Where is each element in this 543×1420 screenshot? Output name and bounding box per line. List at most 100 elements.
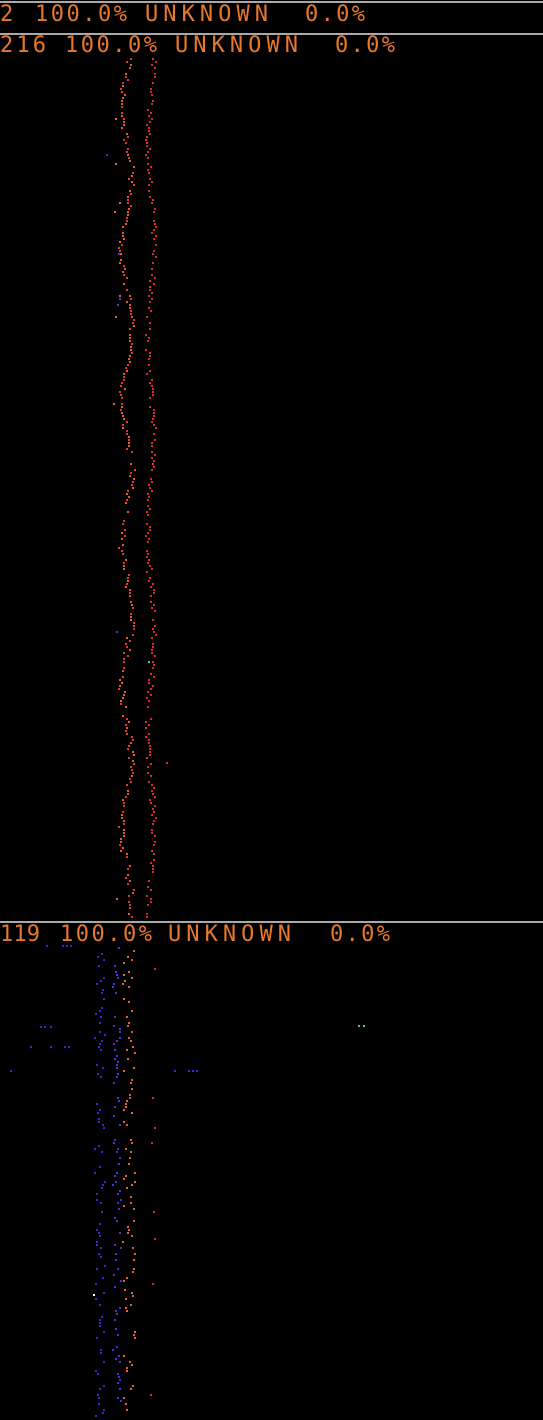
dot bbox=[115, 1181, 117, 1183]
dot bbox=[150, 694, 152, 696]
dot bbox=[117, 1397, 119, 1399]
dot bbox=[154, 454, 156, 456]
dot bbox=[148, 295, 150, 297]
dot bbox=[133, 1067, 135, 1069]
dot bbox=[153, 220, 155, 222]
dot bbox=[151, 649, 153, 651]
dot bbox=[121, 112, 123, 114]
label: UNKNOWN bbox=[145, 2, 268, 27]
dot bbox=[117, 1382, 119, 1384]
dot bbox=[99, 1109, 101, 1111]
dot bbox=[123, 379, 125, 381]
dot bbox=[153, 820, 155, 822]
dot bbox=[123, 118, 125, 120]
dot bbox=[131, 977, 133, 979]
dot bbox=[150, 889, 152, 891]
dot bbox=[130, 193, 132, 195]
dot bbox=[132, 634, 134, 636]
dot bbox=[98, 1253, 100, 1255]
dot bbox=[132, 739, 134, 741]
dot bbox=[166, 762, 168, 764]
dot bbox=[118, 547, 120, 549]
dot bbox=[151, 790, 153, 792]
dot bbox=[44, 1026, 46, 1028]
dot bbox=[125, 643, 127, 645]
dot bbox=[126, 220, 128, 222]
dot bbox=[131, 484, 133, 486]
dot bbox=[103, 1409, 105, 1411]
dot bbox=[100, 980, 102, 982]
dot bbox=[150, 166, 152, 168]
dot bbox=[127, 655, 129, 657]
dot bbox=[114, 1286, 116, 1288]
dot bbox=[122, 523, 124, 525]
dot bbox=[100, 1352, 102, 1354]
dot bbox=[153, 787, 155, 789]
dot bbox=[130, 313, 132, 315]
dot bbox=[114, 1016, 116, 1018]
dot bbox=[149, 565, 151, 567]
dot bbox=[128, 436, 130, 438]
dot bbox=[153, 604, 155, 606]
dot bbox=[123, 139, 125, 141]
dot bbox=[106, 154, 108, 156]
dot bbox=[120, 850, 122, 852]
dot bbox=[131, 775, 133, 777]
dot bbox=[114, 211, 116, 213]
dot bbox=[129, 595, 131, 597]
dot bbox=[150, 673, 152, 675]
dot bbox=[146, 523, 148, 525]
dot bbox=[131, 1142, 133, 1144]
dot bbox=[128, 442, 130, 444]
dot bbox=[101, 1316, 103, 1318]
dot bbox=[117, 1373, 119, 1375]
dot bbox=[123, 1205, 125, 1207]
dot bbox=[128, 1037, 130, 1039]
dot bbox=[149, 286, 151, 288]
dot bbox=[146, 124, 148, 126]
dot bbox=[118, 1208, 120, 1210]
dot bbox=[151, 385, 153, 387]
dot bbox=[151, 832, 153, 834]
dot bbox=[126, 637, 128, 639]
dot bbox=[133, 950, 135, 952]
dot bbox=[123, 823, 125, 825]
dot bbox=[98, 1232, 100, 1234]
dot bbox=[151, 442, 153, 444]
dot bbox=[98, 1397, 100, 1399]
dot bbox=[148, 742, 150, 744]
dot bbox=[149, 328, 151, 330]
dot bbox=[117, 1268, 119, 1270]
dot bbox=[131, 451, 133, 453]
dot bbox=[50, 1026, 52, 1028]
dot bbox=[133, 319, 135, 321]
dot bbox=[120, 253, 122, 255]
dot bbox=[127, 580, 129, 582]
dot bbox=[114, 1319, 116, 1321]
dot bbox=[148, 184, 150, 186]
dot bbox=[119, 1031, 121, 1033]
dot bbox=[133, 622, 135, 624]
dot bbox=[119, 262, 121, 264]
dot bbox=[154, 655, 156, 657]
dot bbox=[98, 1118, 100, 1120]
dot bbox=[123, 694, 125, 696]
dot bbox=[130, 1196, 132, 1198]
dot bbox=[130, 349, 132, 351]
dot bbox=[124, 94, 126, 96]
dot bbox=[132, 481, 134, 483]
dot bbox=[154, 76, 156, 78]
dot bbox=[148, 733, 150, 735]
dot bbox=[100, 1256, 102, 1258]
dot bbox=[152, 628, 154, 630]
dot bbox=[127, 956, 129, 958]
dot bbox=[128, 574, 130, 576]
dot bbox=[152, 667, 154, 669]
dot bbox=[124, 388, 126, 390]
dot bbox=[149, 406, 151, 408]
dot bbox=[103, 1361, 105, 1363]
dot bbox=[148, 700, 150, 702]
dot bbox=[150, 901, 152, 903]
dot bbox=[127, 1226, 129, 1228]
dot bbox=[99, 1031, 101, 1033]
